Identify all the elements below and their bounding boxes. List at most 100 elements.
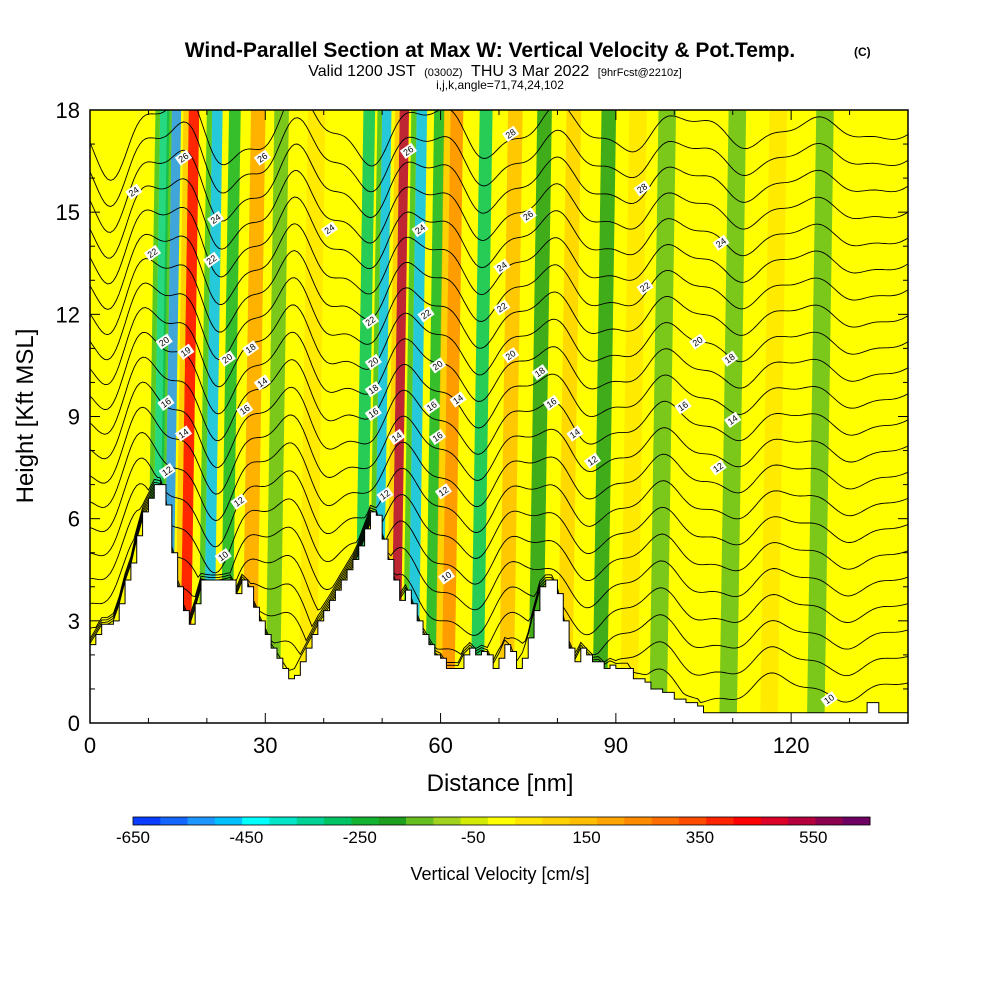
- svg-text:12: 12: [160, 464, 174, 478]
- colorbar-tick-label: -50: [461, 828, 486, 847]
- svg-text:22: 22: [638, 280, 652, 294]
- contour-label: 19: [177, 343, 195, 360]
- contour-label: 10: [820, 691, 838, 708]
- contour-label: 12: [709, 459, 727, 476]
- colorbar-swatch: [133, 817, 161, 825]
- contour-label: 28: [502, 125, 520, 142]
- contour-label: 20: [689, 333, 707, 350]
- y-tick-label: 15: [56, 200, 80, 225]
- vv-band-7: [298, 110, 326, 723]
- theta-contour-15: [90, 457, 908, 548]
- svg-text:16: 16: [159, 396, 173, 410]
- contour-label: 12: [230, 493, 248, 510]
- contour-label: 10: [437, 568, 456, 585]
- x-tick-label: 0: [84, 733, 96, 758]
- x-axis-label: Distance [nm]: [427, 770, 574, 797]
- contour-label: 16: [236, 401, 254, 418]
- theta-contour-23: [90, 250, 908, 336]
- contour-label: 16: [542, 394, 561, 411]
- svg-text:18: 18: [366, 382, 380, 396]
- vv-band-3: [202, 110, 223, 723]
- colorbar-swatch: [760, 817, 789, 825]
- vv-band-6: [264, 110, 289, 723]
- contour-label: 24: [411, 221, 429, 238]
- contour-label: 14: [724, 411, 742, 429]
- contour-label: 26: [519, 207, 537, 224]
- theta-contour-12: [90, 484, 908, 611]
- svg-text:12: 12: [586, 454, 600, 468]
- y-tick-label: 9: [68, 405, 80, 430]
- contour-label: 14: [174, 425, 193, 442]
- colorbar-frame: [132, 816, 871, 826]
- section-params: i,j,k,angle=71,74,24,102: [436, 78, 564, 92]
- contour-label: 24: [207, 210, 225, 228]
- svg-text:22: 22: [495, 301, 509, 315]
- contour-label: 24: [125, 183, 143, 200]
- contour-label: 12: [376, 486, 394, 503]
- contour-label: 20: [429, 357, 447, 374]
- svg-text:10: 10: [439, 570, 453, 584]
- colorbar-tick-label: 350: [686, 828, 714, 847]
- colorbar-swatch: [351, 817, 380, 825]
- forecast-info: [9hrFcst@2210z]: [598, 67, 682, 79]
- theta-contour-11: [90, 487, 908, 636]
- contour-label: 24: [493, 258, 511, 275]
- svg-text:12: 12: [232, 495, 246, 509]
- colorbar: -650 -450 -250 -50 150 350 550: [116, 816, 871, 847]
- contour-label: 16: [429, 428, 447, 446]
- contour-label: 14: [388, 428, 406, 446]
- svg-text:18: 18: [533, 365, 547, 379]
- contour-label: 24: [320, 221, 339, 238]
- svg-text:22: 22: [419, 307, 433, 321]
- svg-text:26: 26: [255, 151, 269, 165]
- svg-text:16: 16: [366, 406, 380, 420]
- vv-band-12: [424, 110, 445, 723]
- colorbar-swatch: [487, 817, 516, 825]
- colorbar-swatch: [433, 817, 462, 825]
- vv-band-21: [684, 110, 712, 723]
- svg-text:14: 14: [390, 430, 404, 444]
- theta-contour-16: [90, 432, 908, 522]
- colorbar-tick-label: -250: [343, 828, 377, 847]
- contour-label: 20: [155, 333, 173, 350]
- contour-label: 22: [361, 313, 380, 330]
- vv-band-2: [179, 110, 200, 723]
- svg-text:28: 28: [635, 181, 649, 195]
- svg-text:24: 24: [495, 260, 509, 274]
- contour-label: 22: [636, 278, 654, 296]
- svg-text:19: 19: [179, 345, 193, 359]
- svg-text:10: 10: [822, 692, 836, 706]
- svg-text:22: 22: [205, 253, 219, 267]
- contour-label: 18: [242, 340, 260, 357]
- y-tick-label: 6: [68, 507, 80, 532]
- utc-time: (0300Z): [424, 67, 463, 79]
- colorbar-swatch: [460, 817, 489, 825]
- colorbar-swatch: [269, 817, 298, 825]
- colorbar-swatch: [815, 817, 844, 825]
- colorbar-swatch: [678, 817, 707, 825]
- svg-text:12: 12: [711, 461, 725, 475]
- vv-band-20: [649, 110, 677, 723]
- contour-label: 22: [143, 244, 162, 262]
- svg-text:14: 14: [177, 427, 191, 441]
- vv-band-18: [592, 110, 617, 723]
- svg-text:24: 24: [127, 185, 141, 199]
- contour-label: 16: [423, 398, 441, 415]
- colorbar-swatch: [733, 817, 762, 825]
- colorbar-swatch: [214, 817, 243, 825]
- vv-band-5: [241, 110, 266, 723]
- y-tick-label: 3: [68, 609, 80, 634]
- theta-contour-20: [90, 331, 908, 415]
- svg-text:24: 24: [209, 212, 223, 226]
- colorbar-tick-label: -450: [229, 828, 263, 847]
- contour-label: 20: [502, 347, 520, 364]
- svg-text:26: 26: [177, 151, 191, 165]
- svg-text:28: 28: [504, 127, 518, 141]
- colorbar-tick-label: 150: [572, 828, 600, 847]
- contour-label: 18: [721, 350, 739, 367]
- vv-band-14: [470, 110, 493, 723]
- svg-text:26: 26: [521, 209, 535, 223]
- contour-label: 14: [566, 425, 584, 442]
